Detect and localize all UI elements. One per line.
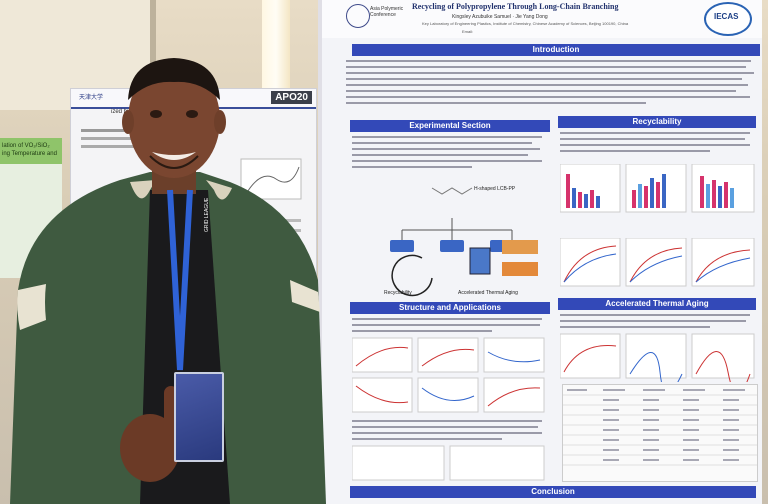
lanyard <box>167 189 193 371</box>
diagram-box <box>390 240 414 252</box>
green-poster-banner <box>0 138 62 164</box>
conference-logo-icon <box>346 4 370 28</box>
green-poster-text: lation of VO₂/SiO₂ ing Temperature and <box>2 142 57 158</box>
poster-authors: Kingsley Azubuike Samuel · Jie Yang Dong <box>452 14 548 20</box>
research-poster: Asia Polymeric Conference Recycling of P… <box>318 0 762 504</box>
section-conclusion: Conclusion <box>350 486 756 498</box>
poster-title: Recycling of Polypropylene Through Long-… <box>412 2 619 11</box>
ear <box>214 110 226 134</box>
aging-table-rows <box>563 389 757 466</box>
intro-body-text <box>346 58 756 113</box>
recyclability-line-charts-svg <box>559 237 755 287</box>
recyclability-bar-charts <box>559 163 756 214</box>
diagram-label-recyclability: Recyclability <box>384 290 412 296</box>
experimental-text-lines <box>352 136 542 168</box>
conference-name: Asia Polymeric Conference <box>370 6 404 18</box>
section-recyclability: Recyclability <box>558 116 756 128</box>
sample-bars-image <box>502 262 538 276</box>
eye <box>186 110 198 118</box>
sleeve-stripe <box>17 284 46 330</box>
ear <box>122 110 134 134</box>
process-diagram-svg <box>390 187 538 297</box>
experimental-body-text <box>352 134 548 174</box>
hair <box>128 58 220 100</box>
recyclability-bar-charts-svg <box>559 163 755 213</box>
diagram-box <box>440 240 464 252</box>
molecule-sketch <box>431 187 473 195</box>
green-poster-line1: lation of VO₂/SiO₂ <box>2 143 50 149</box>
recyclability-body-text <box>560 130 754 160</box>
sample-bars-image <box>502 240 538 254</box>
process-diagram: H-shaped LCB-PP Recyclability Accelerate… <box>362 178 552 298</box>
eye <box>150 110 162 118</box>
aging-figures <box>560 314 755 382</box>
collar-stripe <box>206 180 232 200</box>
lanyard-text: GRID LEAGUE <box>204 197 210 232</box>
intro-text-lines <box>346 60 754 104</box>
smile <box>152 152 196 160</box>
ceiling-light <box>262 0 290 90</box>
beard <box>149 155 199 169</box>
poster-email: Email: <box>462 29 474 34</box>
section-aging: Accelerated Thermal Aging <box>558 298 756 310</box>
left-poster-code: APO20 <box>271 91 312 104</box>
section-structure: Structure and Applications <box>350 302 550 314</box>
iecas-logo-icon <box>704 2 752 36</box>
sleeve-stripe <box>290 280 320 312</box>
section-experimental: Experimental Section <box>350 120 550 132</box>
collar-stripe <box>130 180 156 199</box>
iecas-logo-text: IECAS <box>714 12 739 21</box>
structure-figures <box>352 318 545 481</box>
section-introduction: Introduction <box>352 44 760 56</box>
left-poster-institution: 天津大学 <box>79 95 104 101</box>
poster-affiliation: Key Laboratory of Engineering Plastics, … <box>422 21 629 26</box>
oven-icon <box>469 247 491 275</box>
recyclability-line-charts <box>559 237 756 290</box>
aging-data-table <box>562 384 758 482</box>
face <box>128 62 220 178</box>
conference-badge <box>174 372 224 462</box>
person <box>10 58 326 504</box>
cycle-arrow-icon <box>391 254 433 297</box>
poster-header <box>322 0 762 38</box>
diagram-label-main: H-shaped LCB-PP <box>474 186 516 192</box>
green-poster-line2: ing Temperature and <box>2 151 57 157</box>
diagram-label-aging: Accelerated Thermal Aging <box>458 290 518 296</box>
recyclability-text-lines <box>560 132 750 152</box>
